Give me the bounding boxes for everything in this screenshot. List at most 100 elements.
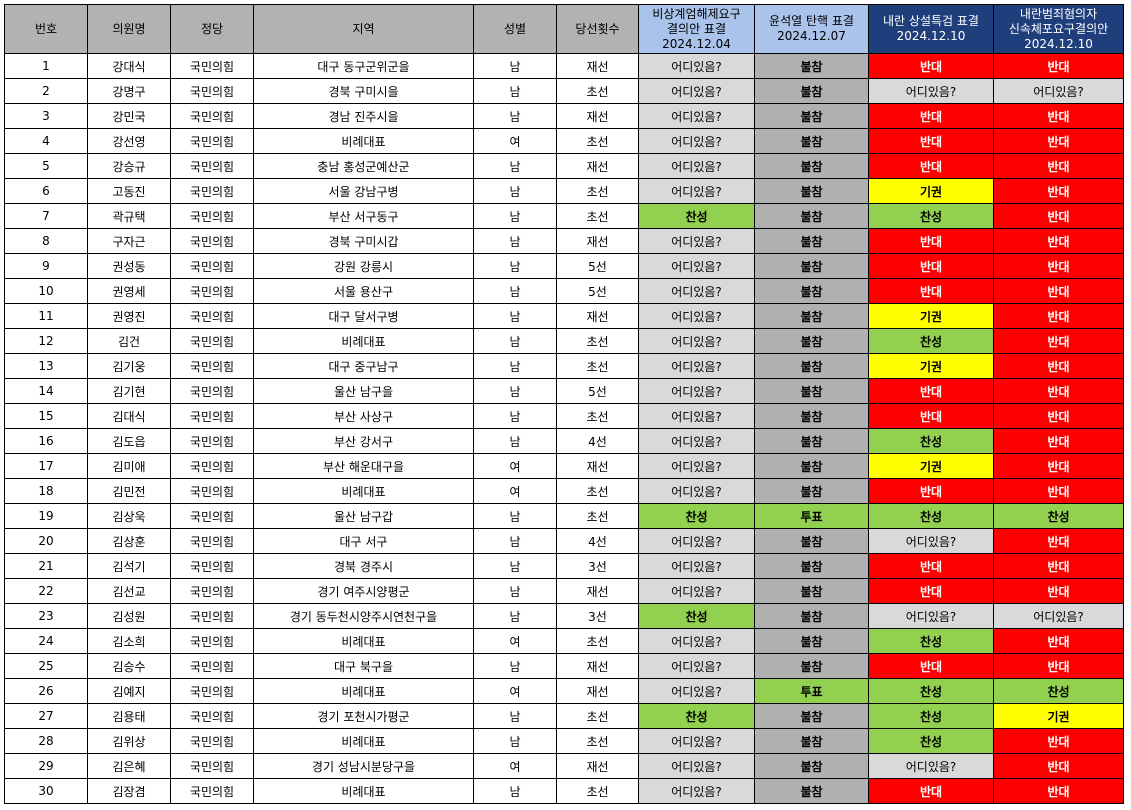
cell-party: 국민의힘 <box>170 603 254 629</box>
cell-name: 김용태 <box>87 703 171 729</box>
table-row: 27 김용태 국민의힘 경기 포천시가평군 남 초선 찬성 불참 찬성 기권 <box>4 703 1124 729</box>
cell-party: 국민의힘 <box>170 128 254 154</box>
cell-no: 28 <box>4 728 88 754</box>
cell-gender: 여 <box>473 478 557 504</box>
cell-terms: 4선 <box>556 528 639 554</box>
cell-party: 국민의힘 <box>170 103 254 129</box>
cell-gender: 남 <box>473 278 557 304</box>
cell-party: 국민의힘 <box>170 403 254 429</box>
cell-vote-impeachment: 불참 <box>754 728 869 754</box>
cell-region: 비례대표 <box>253 128 474 154</box>
cell-name: 김위상 <box>87 728 171 754</box>
cell-region: 부산 해운대구을 <box>253 453 474 479</box>
cell-vote-arrest-resolution: 반대 <box>993 553 1124 579</box>
header-name: 의원명 <box>87 4 171 54</box>
cell-vote-impeachment: 불참 <box>754 628 869 654</box>
cell-vote-impeachment: 불참 <box>754 453 869 479</box>
cell-no: 21 <box>4 553 88 579</box>
cell-region: 울산 남구을 <box>253 378 474 404</box>
table-row: 11 권영진 국민의힘 대구 달서구병 남 재선 어디있음? 불참 기권 반대 <box>4 303 1124 329</box>
cell-vote-martial-law: 어디있음? <box>638 728 755 754</box>
cell-no: 5 <box>4 153 88 179</box>
cell-name: 김상욱 <box>87 503 171 529</box>
cell-region: 비례대표 <box>253 778 474 804</box>
cell-name: 김소희 <box>87 628 171 654</box>
cell-vote-special-counsel: 기권 <box>868 353 994 379</box>
cell-region: 경북 구미시을 <box>253 78 474 104</box>
cell-no: 2 <box>4 78 88 104</box>
cell-no: 14 <box>4 378 88 404</box>
cell-region: 경기 포천시가평군 <box>253 703 474 729</box>
cell-terms: 재선 <box>556 153 639 179</box>
cell-vote-martial-law: 어디있음? <box>638 303 755 329</box>
cell-vote-special-counsel: 어디있음? <box>868 603 994 629</box>
cell-gender: 남 <box>473 553 557 579</box>
cell-vote-impeachment: 불참 <box>754 653 869 679</box>
cell-name: 강명구 <box>87 78 171 104</box>
cell-vote-special-counsel: 반대 <box>868 278 994 304</box>
cell-name: 김기웅 <box>87 353 171 379</box>
cell-vote-impeachment: 불참 <box>754 328 869 354</box>
cell-vote-martial-law: 어디있음? <box>638 178 755 204</box>
cell-no: 11 <box>4 303 88 329</box>
cell-region: 강원 강릉시 <box>253 253 474 279</box>
cell-vote-impeachment: 불참 <box>754 353 869 379</box>
cell-vote-arrest-resolution: 반대 <box>993 653 1124 679</box>
cell-vote-special-counsel: 기권 <box>868 178 994 204</box>
cell-no: 25 <box>4 653 88 679</box>
cell-party: 국민의힘 <box>170 228 254 254</box>
cell-vote-arrest-resolution: 기권 <box>993 703 1124 729</box>
cell-vote-special-counsel: 찬성 <box>868 428 994 454</box>
cell-vote-special-counsel: 찬성 <box>868 728 994 754</box>
cell-vote-martial-law: 어디있음? <box>638 128 755 154</box>
table-body: 1 강대식 국민의힘 대구 동구군위군을 남 재선 어디있음? 불참 반대 반대 2 강명구 국민의힘 경… <box>4 53 1124 804</box>
cell-vote-arrest-resolution: 반대 <box>993 403 1124 429</box>
cell-vote-arrest-resolution: 어디있음? <box>993 78 1124 104</box>
cell-no: 23 <box>4 603 88 629</box>
cell-region: 부산 강서구 <box>253 428 474 454</box>
cell-terms: 재선 <box>556 228 639 254</box>
cell-vote-special-counsel: 찬성 <box>868 203 994 229</box>
cell-vote-impeachment: 불참 <box>754 603 869 629</box>
cell-party: 국민의힘 <box>170 678 254 704</box>
cell-gender: 남 <box>473 728 557 754</box>
cell-party: 국민의힘 <box>170 628 254 654</box>
cell-vote-martial-law: 어디있음? <box>638 553 755 579</box>
cell-vote-martial-law: 찬성 <box>638 603 755 629</box>
table-row: 24 김소희 국민의힘 비례대표 여 초선 어디있음? 불참 찬성 반대 <box>4 628 1124 654</box>
cell-vote-arrest-resolution: 찬성 <box>993 503 1124 529</box>
cell-vote-special-counsel: 반대 <box>868 578 994 604</box>
cell-name: 권영진 <box>87 303 171 329</box>
cell-vote-arrest-resolution: 반대 <box>993 303 1124 329</box>
cell-vote-special-counsel: 반대 <box>868 553 994 579</box>
table-row: 15 김대식 국민의힘 부산 사상구 남 초선 어디있음? 불참 반대 반대 <box>4 403 1124 429</box>
header-vote-impeachment: 윤석열 탄핵 표결 2024.12.07 <box>754 4 869 54</box>
cell-party: 국민의힘 <box>170 753 254 779</box>
cell-vote-impeachment: 불참 <box>754 553 869 579</box>
cell-vote-martial-law: 어디있음? <box>638 778 755 804</box>
cell-region: 충남 홍성군예산군 <box>253 153 474 179</box>
cell-gender: 남 <box>473 303 557 329</box>
header-line: 내란 상설특검 표결 <box>883 14 979 28</box>
cell-vote-martial-law: 어디있음? <box>638 153 755 179</box>
cell-no: 18 <box>4 478 88 504</box>
cell-vote-arrest-resolution: 반대 <box>993 103 1124 129</box>
cell-vote-impeachment: 불참 <box>754 128 869 154</box>
cell-vote-martial-law: 어디있음? <box>638 378 755 404</box>
cell-vote-martial-law: 어디있음? <box>638 453 755 479</box>
cell-vote-impeachment: 불참 <box>754 103 869 129</box>
cell-name: 김상훈 <box>87 528 171 554</box>
cell-vote-martial-law: 어디있음? <box>638 653 755 679</box>
cell-terms: 5선 <box>556 278 639 304</box>
cell-gender: 여 <box>473 678 557 704</box>
table-row: 19 김상욱 국민의힘 울산 남구갑 남 초선 찬성 투표 찬성 찬성 <box>4 503 1124 529</box>
cell-party: 국민의힘 <box>170 278 254 304</box>
cell-region: 대구 서구 <box>253 528 474 554</box>
cell-region: 경북 경주시 <box>253 553 474 579</box>
cell-vote-martial-law: 어디있음? <box>638 478 755 504</box>
cell-vote-special-counsel: 반대 <box>868 103 994 129</box>
cell-vote-special-counsel: 기권 <box>868 303 994 329</box>
cell-vote-martial-law: 어디있음? <box>638 78 755 104</box>
header-line: 2024.12.10 <box>1024 36 1093 51</box>
cell-name: 김선교 <box>87 578 171 604</box>
